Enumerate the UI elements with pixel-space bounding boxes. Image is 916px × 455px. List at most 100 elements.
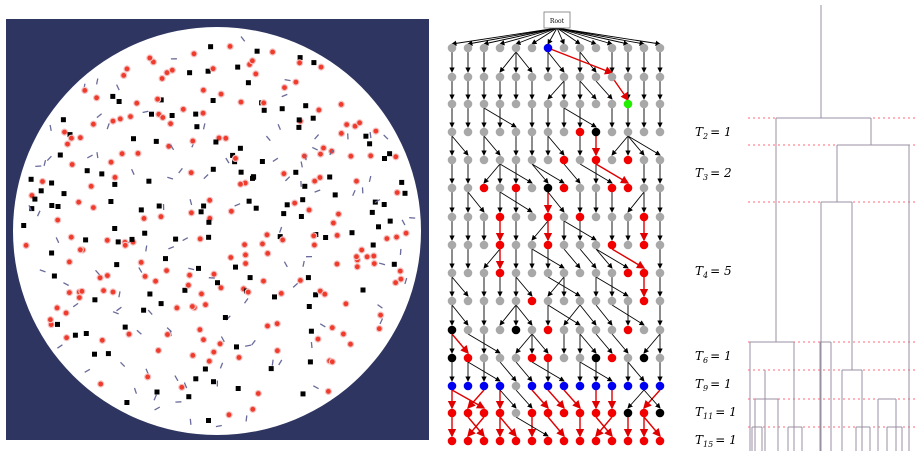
gray-node [624, 128, 633, 137]
tree-edge [580, 334, 596, 353]
black-particle [248, 275, 253, 280]
red-particle [110, 118, 116, 124]
black-particle [61, 117, 66, 122]
tree-edge [612, 136, 628, 155]
red-particle [238, 99, 244, 105]
blue-node [528, 382, 537, 391]
red-particle [264, 232, 270, 238]
simulation-canvas [6, 19, 429, 440]
gray-node [624, 213, 633, 222]
black-particle [311, 60, 316, 65]
gray-node [480, 128, 489, 137]
red-node [512, 437, 521, 446]
gray-node [576, 156, 585, 165]
black-particle [260, 159, 265, 164]
tree-edge [500, 390, 516, 408]
black-particle [58, 153, 63, 158]
gray-node [576, 354, 585, 363]
red-particle [68, 135, 74, 141]
red-particle [403, 230, 409, 236]
red-particle [233, 155, 239, 161]
red-particle [334, 261, 340, 267]
black-particle [149, 112, 154, 117]
gray-node [560, 100, 569, 109]
gray-node [512, 213, 521, 222]
tree-edge [564, 164, 580, 183]
label-T9: T9= 1 [695, 377, 732, 393]
black-particle [281, 211, 286, 216]
tree-edge [532, 164, 564, 183]
black-particle [239, 170, 244, 175]
black-particle [73, 333, 78, 338]
black-particle [306, 275, 311, 280]
red-particle [354, 264, 360, 270]
tree-edge [500, 52, 516, 72]
red-particle [378, 312, 384, 318]
black-particle [382, 202, 387, 207]
red-particle [197, 236, 203, 242]
tree-edge [596, 249, 628, 268]
ancestral-edge [532, 390, 548, 408]
red-node [640, 213, 649, 222]
black-particle [92, 352, 97, 357]
gray-node [560, 297, 569, 306]
gray-node [464, 128, 473, 137]
gray-node [656, 73, 665, 82]
tree-edge [557, 28, 612, 44]
black-particle [299, 214, 304, 219]
black-particle [108, 199, 113, 204]
red-particle [243, 261, 249, 267]
tree-edge [628, 192, 644, 212]
black-particle [206, 220, 211, 225]
tree-edge [516, 334, 532, 353]
black-particle [255, 49, 260, 54]
blue-node [576, 382, 585, 391]
red-particle [398, 276, 404, 282]
black-particle [311, 116, 316, 121]
gray-node [512, 382, 521, 391]
gray-node [608, 100, 617, 109]
tree-edge [484, 136, 500, 155]
gray-node [640, 326, 649, 335]
tree-edge [532, 221, 548, 240]
red-node [624, 156, 633, 165]
tree-edge [468, 28, 557, 44]
red-particle [201, 337, 207, 343]
black-particle [272, 294, 277, 299]
time-interval-labels: T2= 1 T3= 2 T4= 5 T6= 1 T9= 1 T11= 1 T15… [695, 125, 737, 449]
blue-node [480, 382, 489, 391]
blue-node [592, 382, 601, 391]
tree-edge [516, 52, 532, 72]
red-particle [138, 259, 144, 265]
tree-edge [452, 277, 468, 296]
red-particle [261, 278, 267, 284]
red-node [656, 437, 665, 446]
gray-node [608, 156, 617, 165]
red-particle [344, 122, 350, 128]
gray-node [480, 213, 489, 222]
red-particle [394, 234, 400, 240]
particle-simulation-panel [6, 19, 429, 440]
black-particle [238, 146, 243, 151]
red-particle [315, 336, 321, 342]
red-node [528, 354, 537, 363]
black-particle [49, 181, 54, 186]
red-particle [321, 145, 327, 151]
gray-node [528, 326, 537, 335]
tree-edge [484, 164, 500, 183]
red-particle [384, 236, 390, 242]
gray-node [560, 326, 569, 335]
red-particle [128, 114, 134, 120]
black-particle [301, 391, 306, 396]
red-particle [104, 237, 110, 243]
black-particle [215, 280, 220, 285]
black-particle [367, 141, 372, 146]
tree-edge [532, 334, 548, 353]
red-particle [373, 128, 379, 134]
tree-edge [532, 164, 548, 183]
red-node [464, 354, 473, 363]
tree-edge [580, 249, 596, 268]
red-particle [394, 190, 400, 196]
red-particle [371, 261, 377, 267]
gray-node [544, 73, 553, 82]
